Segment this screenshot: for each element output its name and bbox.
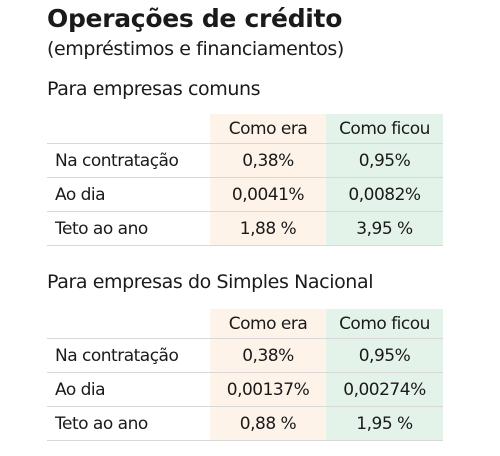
value-before: 0,38% bbox=[210, 144, 326, 177]
table-header-row: Como era Como ficou bbox=[47, 114, 443, 143]
table-row: Teto ao ano 1,88 % 3,95 % bbox=[47, 212, 443, 246]
value-after: 0,0082% bbox=[326, 178, 443, 211]
row-label: Ao dia bbox=[55, 379, 106, 400]
column-header-como-ficou: Como ficou bbox=[326, 309, 443, 338]
rates-table-simples-nacional: Como era Como ficou Na contratação 0,38%… bbox=[47, 309, 443, 441]
value-after: 3,95 % bbox=[326, 212, 443, 245]
row-label: Teto ao ano bbox=[55, 413, 148, 434]
value-after: 0,95% bbox=[326, 339, 443, 372]
value-after: 0,95% bbox=[326, 144, 443, 177]
table-row: Teto ao ano 0,88 % 1,95 % bbox=[47, 407, 443, 441]
section-heading-simples-nacional: Para empresas do Simples Nacional bbox=[47, 271, 374, 293]
column-header-como-ficou: Como ficou bbox=[326, 114, 443, 143]
column-header-como-era: Como era bbox=[210, 114, 326, 143]
value-before: 1,88 % bbox=[210, 212, 326, 245]
rates-table-empresas-comuns: Como era Como ficou Na contratação 0,38%… bbox=[47, 114, 443, 246]
value-after: 0,00274% bbox=[326, 373, 443, 406]
row-label: Na contratação bbox=[55, 345, 179, 366]
value-after: 1,95 % bbox=[326, 407, 443, 440]
table-header-row: Como era Como ficou bbox=[47, 309, 443, 338]
page-title: Operações de crédito bbox=[47, 4, 343, 33]
table-row: Ao dia 0,00137% 0,00274% bbox=[47, 373, 443, 407]
row-label: Ao dia bbox=[55, 184, 106, 205]
table-row: Ao dia 0,0041% 0,0082% bbox=[47, 178, 443, 212]
row-label: Teto ao ano bbox=[55, 218, 148, 239]
table-row: Na contratação 0,38% 0,95% bbox=[47, 143, 443, 178]
value-before: 0,00137% bbox=[210, 373, 326, 406]
column-header-como-era: Como era bbox=[210, 309, 326, 338]
page-subtitle: (empréstimos e financiamentos) bbox=[47, 38, 344, 60]
section-heading-empresas-comuns: Para empresas comuns bbox=[47, 78, 261, 100]
value-before: 0,0041% bbox=[210, 178, 326, 211]
row-label: Na contratação bbox=[55, 150, 179, 171]
table-row: Na contratação 0,38% 0,95% bbox=[47, 338, 443, 373]
value-before: 0,88 % bbox=[210, 407, 326, 440]
value-before: 0,38% bbox=[210, 339, 326, 372]
